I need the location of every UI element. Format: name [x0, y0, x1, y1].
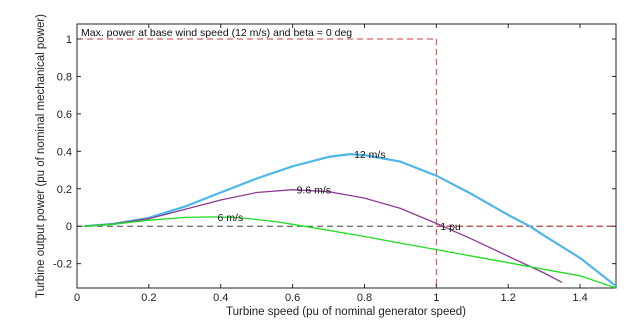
x-tick-label: 0.6: [285, 292, 300, 304]
y-tick-label: 0.2: [57, 184, 72, 196]
x-tick-label: 0.4: [213, 292, 228, 304]
y-tick-label: -0.2: [53, 259, 72, 271]
annotation-label: 1 pu: [440, 221, 461, 233]
x-tick-label: 1: [433, 292, 439, 304]
chart-title: Max. power at base wind speed (12 m/s) a…: [81, 27, 352, 39]
y-axis-label: Turbine output power (pu of nominal mech…: [35, 14, 47, 298]
x-tick-label: 0: [74, 292, 80, 304]
series-line-0: [84, 153, 617, 287]
plot-area: [76, 23, 617, 289]
series-line-1: [84, 189, 563, 283]
axis-ticks: 0 0.2 0.4 0.6 0.8 1 1.2 1.4 -0.2 0 0.2 0.4 0.6 0.8 1: [53, 24, 616, 304]
x-tick-label: 1.4: [572, 292, 587, 304]
annotation-label: 9.6 m/s: [297, 185, 331, 197]
y-tick-label: 1: [66, 34, 72, 46]
y-tick-label: 0.8: [57, 71, 72, 83]
x-tick-label: 1.2: [501, 292, 516, 304]
series-lines: [84, 153, 617, 289]
y-tick-label: 0.6: [57, 109, 72, 121]
annotation-label: 12 m/s: [354, 149, 386, 161]
y-tick-label: 0.4: [57, 146, 72, 158]
x-tick-label: 0.8: [357, 292, 372, 304]
series-line-2: [84, 216, 617, 289]
annotations: 12 m/s 9.6 m/s 6 m/s 1 pu: [218, 149, 461, 233]
annotation-label: 6 m/s: [218, 212, 244, 224]
reference-lines: [77, 38, 616, 288]
x-axis-label: Turbine speed (pu of nominal generator s…: [226, 306, 466, 318]
x-tick-label: 0.2: [141, 292, 156, 304]
y-tick-label: 0: [66, 221, 72, 233]
